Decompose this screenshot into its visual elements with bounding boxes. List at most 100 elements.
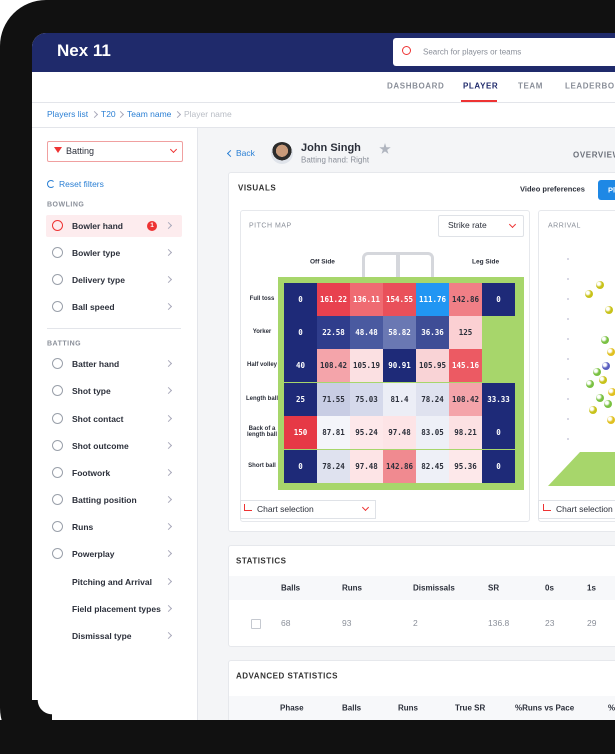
breadcrumb-item[interactable]: Players list [47,109,89,119]
row-label: Back of a length ball [247,426,277,438]
sidebar-item[interactable]: Footwork [72,468,111,478]
row-label: Yorker [252,329,272,335]
chart-selection[interactable] [538,500,615,519]
heatmap-cell: 97.48 [383,416,416,449]
nav-bar [32,72,615,103]
chart-icon [543,504,551,511]
nav-tab[interactable]: LEADERBOA [565,81,615,91]
sidebar-item[interactable]: Batting position [72,495,137,505]
stat-header: 1s [587,583,596,593]
arrival-dot [593,368,601,376]
heatmap-cell: 48.48 [350,316,383,349]
heatmap-cell: 40 [284,349,317,382]
sidebar-item[interactable]: Dismissal type [72,631,132,641]
device-bottom [0,720,615,754]
screen-corner [32,700,52,720]
arrival-dot [602,362,610,370]
stats-header-bg [229,576,615,600]
sidebar-item[interactable]: Shot outcome [72,441,129,451]
breadcrumb-item[interactable]: T20 [101,109,116,119]
sidebar-item[interactable]: Delivery type [72,275,125,285]
heatmap-cell: 105.19 [350,349,383,382]
heatmap-cell: 87.81 [317,416,350,449]
back-link[interactable]: Back [236,148,255,158]
arrival-dot [586,380,594,388]
chart-selection[interactable] [240,500,376,519]
search-box[interactable]: Search for players or teams [393,38,615,66]
panel-title: ARRIVAL [548,222,581,230]
sidebar-item[interactable]: Shot type [72,386,111,396]
arrival-dot [596,281,604,289]
heatmap-cell: 108.42 [449,383,482,416]
side-label: Leg Side [472,258,500,266]
stat-value: 29 [587,618,597,628]
play-button-label: Pl [608,185,615,195]
sidebar-item-highlight [46,215,182,237]
arrival-guide-dot [567,438,569,440]
favorite-star[interactable] [379,143,391,154]
heatmap-cell: 25 [284,383,317,416]
stat-value: 68 [281,618,291,628]
heatmap-cell: 150 [284,416,317,449]
sidebar-item-icon [52,521,63,532]
card-title: ADVANCED STATISTICS [236,671,338,681]
sidebar-item[interactable]: Batter hand [72,359,120,369]
divider [47,328,181,329]
play-button[interactable] [598,180,615,200]
heatmap-cell: 36.36 [416,316,449,349]
sidebar-item[interactable]: Runs [72,522,94,532]
chart-selection-label: Chart selection [257,504,314,514]
nav-tab[interactable]: DASHBOARD [387,81,445,91]
sidebar-dropdown[interactable] [47,141,183,162]
heatmap-cell: 108.42 [317,349,350,382]
sidebar-item[interactable]: Pitching and Arrival [72,577,152,587]
metric-dropdown[interactable] [438,215,524,237]
section-title: BATTING [47,340,82,348]
stat-value: 23 [545,618,555,628]
heatmap-cell: 90.91 [383,349,416,382]
video-preferences[interactable]: Video preferences [520,184,585,194]
card-title: STATISTICS [236,556,287,566]
arrival-guide-dot [567,278,569,280]
adv-header: Runs [398,703,418,713]
adv-header: %Runs vs Pace [515,703,575,713]
reset-filters[interactable]: Reset filters [59,179,104,189]
sidebar-item-icon [52,413,63,424]
avatar [271,142,293,164]
sidebar-item-icon [52,220,63,231]
row-label: Full toss [249,296,275,302]
sidebar-item[interactable]: Powerplay [72,549,115,559]
row-label: Short ball [248,463,276,469]
side-label: Off Side [310,258,335,266]
reset-icon [47,180,55,188]
adv-header: % [608,703,615,713]
arrival-dot [589,406,597,414]
heatmap-cell: 22.58 [317,316,350,349]
nav-tab[interactable]: PLAYER [463,81,499,91]
arrival-dot [585,290,593,298]
arrival-guide-dot [567,298,569,300]
sidebar-item-icon [52,467,63,478]
stat-header: Balls [281,583,301,593]
brand: Nex 11 [57,41,111,60]
sidebar-item-icon [52,494,63,505]
stat-header: Runs [342,583,362,593]
heatmap-cell: 105.95 [416,349,449,382]
sidebar-item[interactable]: Shot contact [72,414,124,424]
heatmap-cell: 78.24 [317,450,350,483]
nav-tab[interactable]: TEAM [518,81,544,91]
heatmap-cell: 145.16 [449,349,482,382]
arrival-dot [607,416,615,424]
row-checkbox[interactable] [251,619,261,629]
heatmap-cell: 58.82 [383,316,416,349]
sidebar-item[interactable]: Ball speed [72,302,115,312]
tab-overview[interactable]: OVERVIEW [573,150,615,160]
sidebar-item-icon [52,358,63,369]
breadcrumb-item: Player name [184,109,232,119]
sidebar-item[interactable]: Bowler type [72,248,121,258]
breadcrumb-item[interactable]: Team name [127,109,172,119]
sidebar-item[interactable]: Bowler hand [72,221,124,231]
sidebar-item[interactable]: Field placement types [72,604,161,614]
heatmap-cell: 142.86 [449,283,482,316]
adv-header-bg [229,696,615,720]
